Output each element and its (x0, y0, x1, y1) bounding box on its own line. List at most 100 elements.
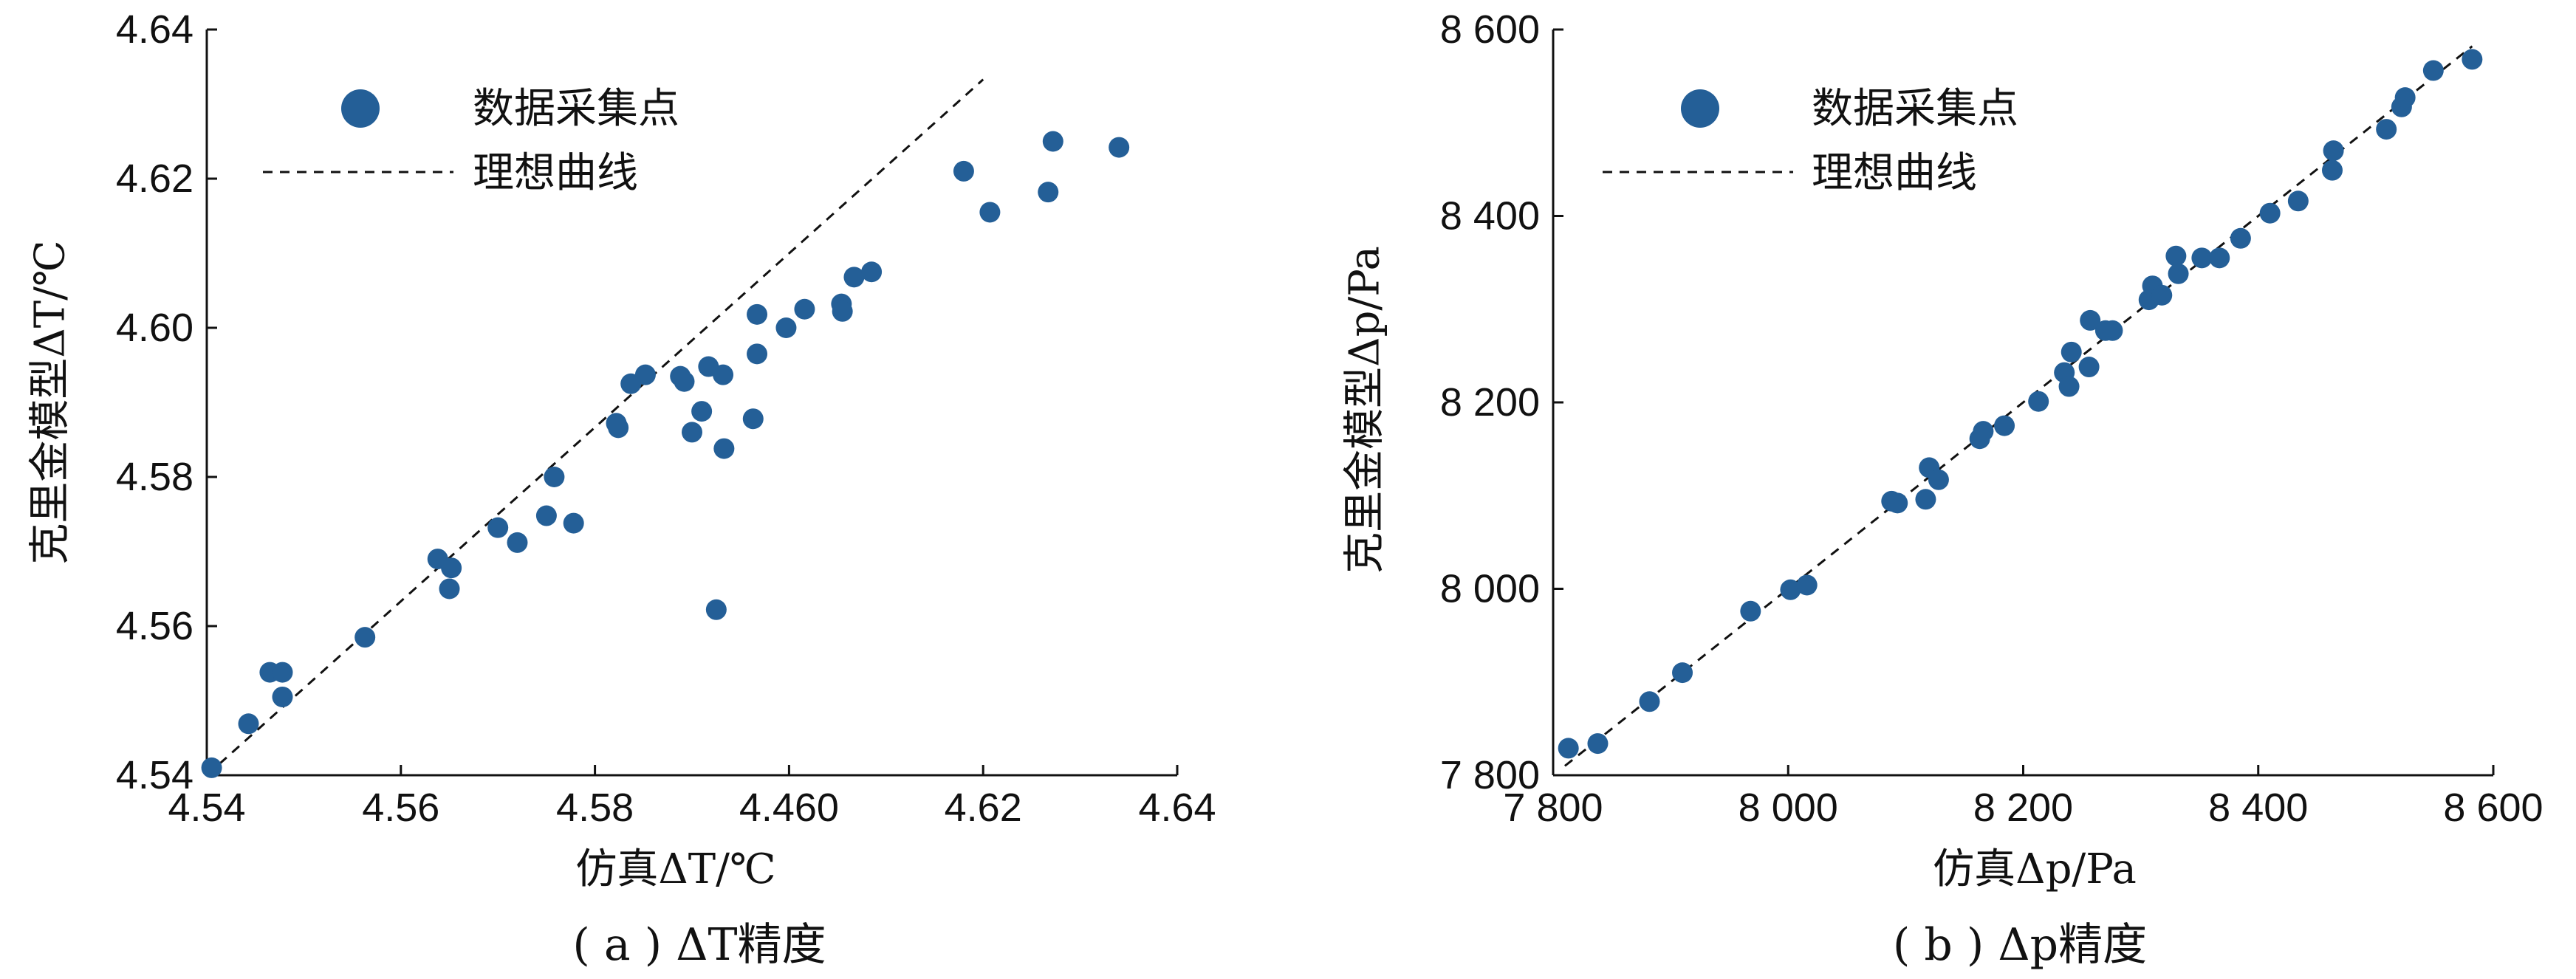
data-point (2323, 140, 2344, 162)
x-tick-label: 8 000 (1739, 786, 1838, 830)
data-point (979, 202, 1001, 223)
ideal-line (1563, 45, 2473, 767)
y-tick-label: 4.54 (116, 753, 193, 797)
data-point (2078, 357, 2100, 378)
legend-label-points: 数据采集点 (1812, 85, 2018, 133)
data-point (1915, 489, 1936, 510)
data-point (2321, 159, 2343, 181)
y-tick-label: 8 600 (1440, 7, 1540, 52)
data-point (713, 438, 735, 459)
data-point (2165, 245, 2187, 267)
data-point (1780, 579, 1801, 600)
x-axis-label: 仿真Δp/Pa (1933, 845, 2137, 893)
data-point (563, 512, 584, 534)
data-point (441, 557, 462, 579)
y-tick-labels: 4.54 4.56 4.58 4.60 4.62 4.64 (116, 7, 217, 797)
y-tick-label: 4.64 (116, 7, 193, 52)
data-point (1887, 492, 1908, 514)
data-point (272, 686, 293, 707)
data-point (1109, 137, 1130, 158)
data-point (634, 364, 656, 385)
data-point (1796, 574, 1818, 596)
x-tick-label: 4.54 (168, 786, 245, 830)
data-point (843, 267, 865, 288)
data-point (1558, 738, 1579, 759)
data-point (535, 505, 557, 526)
data-point (2376, 119, 2397, 140)
data-point (861, 261, 883, 283)
data-point (2394, 87, 2416, 109)
data-point (1038, 182, 1059, 203)
data-point (2061, 341, 2082, 363)
data-point (674, 371, 695, 392)
data-point (354, 627, 376, 648)
data-point (544, 467, 565, 487)
data-point (953, 160, 974, 182)
x-tick-label: 4.64 (1138, 786, 1216, 830)
x-tick-label: 8 400 (2208, 786, 2308, 830)
data-point (775, 317, 797, 338)
data-point (691, 401, 713, 422)
data-point (2080, 309, 2101, 331)
data-point (507, 532, 528, 553)
y-axis-label: 克里金模型Δp/Pa (1341, 246, 1389, 574)
legend-label-points: 数据采集点 (473, 85, 679, 133)
data-point (439, 578, 460, 600)
data-points (1558, 49, 2483, 759)
data-point (1672, 662, 1693, 684)
data-point (2028, 391, 2049, 412)
data-point (1042, 131, 1063, 152)
y-tick-label: 8 000 (1440, 567, 1540, 611)
data-point (2151, 284, 2173, 306)
legend-label-ideal: 理想曲线 (1812, 149, 1977, 197)
y-tick-label: 4.60 (116, 306, 193, 350)
data-point (2462, 49, 2483, 70)
data-point (682, 422, 702, 443)
y-axis-label: 克里金模型ΔT/℃ (27, 240, 75, 564)
data-point (1973, 421, 1994, 442)
data-point (747, 303, 768, 325)
data-point (794, 298, 815, 320)
data-point (2422, 60, 2444, 81)
data-point (832, 300, 853, 322)
y-tick-label: 8 400 (1440, 194, 1540, 238)
legend-marker (341, 89, 380, 128)
legend: 数据采集点 理想曲线 (1603, 85, 2018, 197)
data-point (2191, 247, 2213, 269)
x-tick-labels: 4.54 4.56 4.58 4.460 4.62 4.64 (168, 765, 1216, 830)
data-point (487, 517, 509, 538)
axes (205, 30, 1177, 777)
data-point (2058, 376, 2080, 397)
x-tick-label: 8 200 (1973, 786, 2073, 830)
data-point (238, 713, 259, 735)
x-tick-label: 8 600 (2443, 786, 2543, 830)
data-point (2209, 247, 2230, 269)
y-tick-label: 4.62 (116, 157, 193, 201)
x-axis-label: 仿真ΔT/℃ (575, 845, 775, 893)
data-point (747, 343, 768, 365)
y-tick-label: 8 200 (1440, 380, 1540, 425)
x-tick-label: 7 800 (1503, 786, 1603, 830)
data-point (742, 408, 764, 430)
x-tick-label: 4.460 (739, 786, 839, 830)
x-tick-labels: 7 800 8 000 8 200 8 400 8 600 (1503, 765, 2544, 830)
data-point (201, 757, 222, 778)
data-point (2168, 263, 2189, 284)
data-point (1740, 600, 1761, 622)
data-point (272, 662, 293, 683)
data-point (2287, 190, 2309, 212)
data-point (608, 417, 629, 439)
data-point (1994, 415, 2015, 436)
data-point (1639, 691, 1660, 712)
data-point (705, 599, 727, 620)
y-tick-label: 7 800 (1440, 753, 1540, 797)
chart-b-pressure-accuracy: 克里金模型Δp/Pa 7 800 8 000 8 200 8 400 8 600 7 8… (1341, 7, 2544, 971)
data-point (2102, 320, 2123, 341)
chart-a-temperature-accuracy: 克里金模型ΔT/℃ 4.54 4.56 4.58 4.460 4.62 4.64 4.54… (27, 7, 1216, 971)
legend-marker (1681, 89, 1719, 128)
y-tick-label: 4.56 (116, 604, 193, 648)
data-point (2259, 202, 2281, 224)
y-tick-label: 4.58 (116, 455, 193, 499)
data-point (2230, 227, 2251, 249)
